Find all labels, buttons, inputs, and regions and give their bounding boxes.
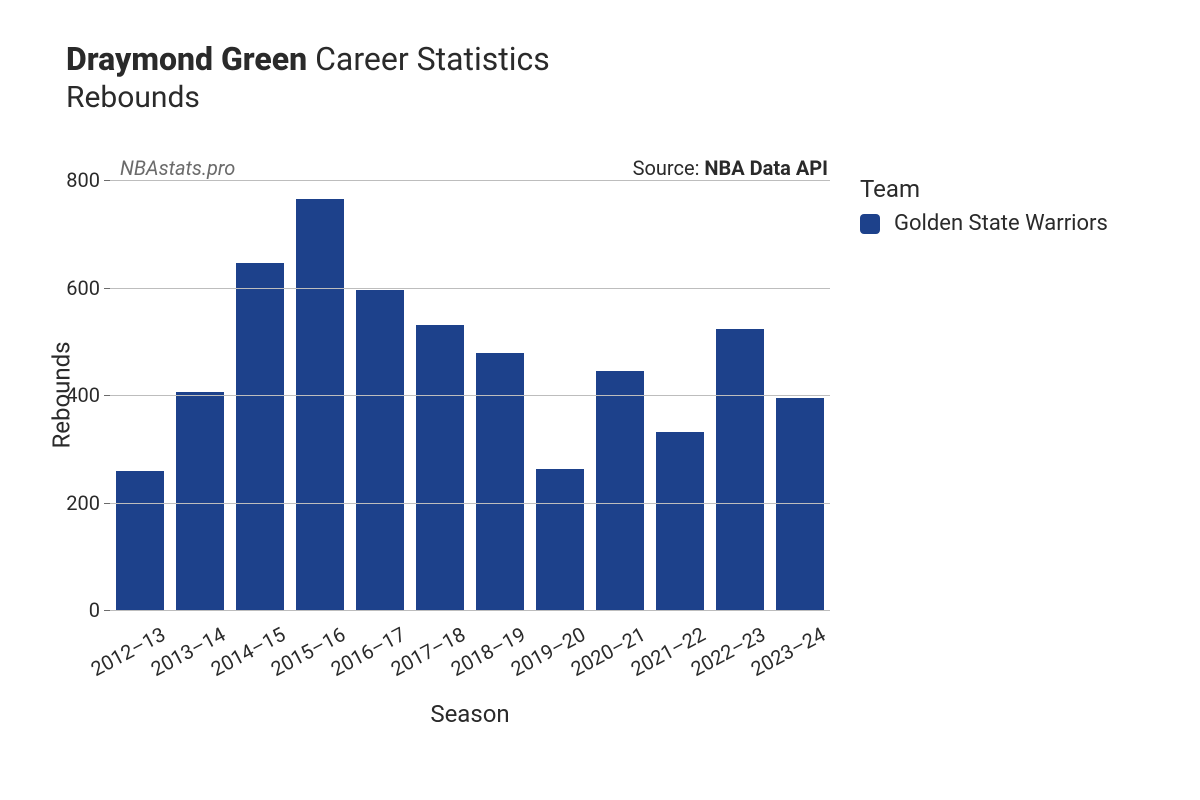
y-tick-label: 600 (60, 276, 100, 300)
source-value: NBA Data API (704, 156, 828, 180)
bar (236, 263, 284, 610)
y-tick-label: 800 (60, 168, 100, 192)
source-citation: Source: NBA Data API (633, 156, 828, 180)
gridline (110, 180, 830, 181)
bar (536, 469, 584, 610)
chart-subtitle: Rebounds (66, 80, 550, 115)
bar (416, 325, 464, 610)
y-tick-label: 400 (60, 383, 100, 407)
bar (116, 471, 164, 610)
gridline (110, 288, 830, 289)
legend-title: Team (860, 175, 1108, 203)
chart-canvas: Draymond Green Career Statistics Rebound… (0, 0, 1200, 800)
bar (656, 432, 704, 610)
y-tickmark (104, 288, 110, 289)
legend-swatch (860, 214, 880, 234)
source-label: Source: (633, 156, 700, 180)
x-axis-title: Season (430, 700, 509, 728)
legend: Team Golden State Warriors (860, 175, 1108, 236)
legend-item: Golden State Warriors (860, 211, 1108, 236)
y-tick-label: 0 (60, 598, 100, 622)
player-name: Draymond Green (66, 40, 307, 78)
bar (176, 392, 224, 610)
watermark-text: NBAstats.pro (120, 156, 235, 180)
bar (356, 290, 404, 610)
title-suffix: Career Statistics (315, 40, 550, 78)
gridline (110, 503, 830, 504)
bar (476, 353, 524, 610)
bar (716, 329, 764, 610)
bar (296, 199, 344, 610)
chart-title-line1: Draymond Green Career Statistics (66, 40, 550, 78)
gridline (110, 395, 830, 396)
legend-item-label: Golden State Warriors (894, 211, 1108, 236)
gridline (110, 610, 830, 611)
chart-title-block: Draymond Green Career Statistics Rebound… (66, 40, 550, 115)
y-tickmark (104, 180, 110, 181)
y-tickmark (104, 395, 110, 396)
bar (776, 398, 824, 610)
y-tick-label: 200 (60, 491, 100, 515)
bar (596, 371, 644, 610)
y-tickmark (104, 503, 110, 504)
y-tickmark (104, 610, 110, 611)
